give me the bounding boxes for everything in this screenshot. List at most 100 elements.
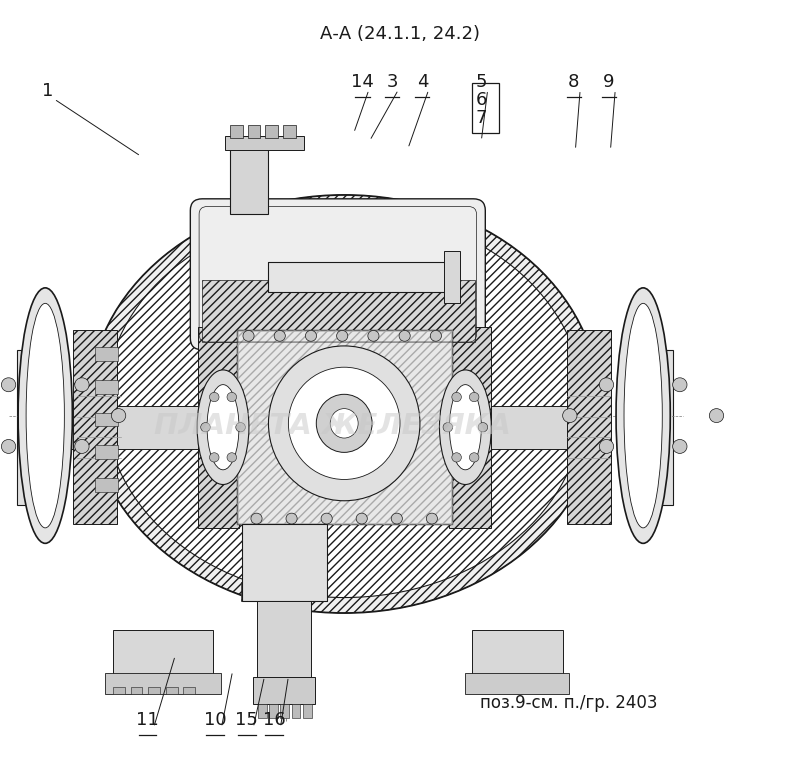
- Text: 15: 15: [235, 711, 258, 729]
- Circle shape: [2, 378, 16, 392]
- Text: А-А (24.1.1, 24.2): А-А (24.1.1, 24.2): [320, 25, 480, 43]
- Circle shape: [337, 330, 348, 341]
- Bar: [95, 479, 118, 493]
- Ellipse shape: [26, 303, 64, 528]
- Ellipse shape: [197, 370, 249, 485]
- Ellipse shape: [105, 211, 583, 598]
- Circle shape: [430, 330, 442, 341]
- Bar: [230, 125, 243, 138]
- Circle shape: [599, 440, 614, 454]
- Circle shape: [399, 330, 410, 341]
- Bar: [61, 406, 233, 449]
- Circle shape: [74, 440, 89, 454]
- Text: 3: 3: [386, 73, 398, 91]
- Circle shape: [111, 409, 126, 423]
- Circle shape: [443, 423, 453, 432]
- Circle shape: [673, 378, 687, 392]
- Bar: [183, 687, 195, 695]
- Bar: [269, 263, 448, 291]
- Ellipse shape: [89, 195, 599, 613]
- Text: 6: 6: [476, 91, 487, 109]
- Bar: [198, 326, 239, 528]
- FancyBboxPatch shape: [190, 199, 486, 350]
- Bar: [638, 350, 674, 504]
- Bar: [270, 704, 278, 717]
- Bar: [257, 601, 310, 679]
- Bar: [230, 148, 269, 214]
- Bar: [225, 136, 304, 150]
- Text: ПЛАНЕТА ЖЕЛЕЗЯКА: ПЛАНЕТА ЖЕЛЕЗЯКА: [154, 412, 510, 440]
- Text: 8: 8: [568, 73, 579, 91]
- Bar: [253, 678, 314, 705]
- Bar: [472, 82, 499, 133]
- Bar: [95, 445, 118, 459]
- Circle shape: [306, 330, 317, 341]
- Ellipse shape: [288, 368, 400, 479]
- Circle shape: [227, 453, 237, 462]
- Ellipse shape: [269, 346, 420, 500]
- Ellipse shape: [450, 385, 482, 470]
- Bar: [113, 630, 213, 675]
- Ellipse shape: [330, 409, 358, 438]
- Bar: [237, 330, 452, 524]
- Circle shape: [210, 453, 219, 462]
- Circle shape: [210, 392, 219, 402]
- Circle shape: [227, 392, 237, 402]
- Bar: [166, 687, 178, 695]
- Ellipse shape: [624, 303, 662, 528]
- Bar: [283, 125, 295, 138]
- Bar: [466, 674, 569, 695]
- Bar: [73, 330, 117, 524]
- Circle shape: [562, 409, 577, 423]
- Circle shape: [286, 513, 297, 524]
- Bar: [258, 704, 267, 717]
- Circle shape: [478, 423, 488, 432]
- Circle shape: [236, 423, 246, 432]
- Circle shape: [243, 330, 254, 341]
- Text: 1: 1: [42, 82, 54, 100]
- Circle shape: [599, 378, 614, 392]
- Circle shape: [74, 378, 89, 392]
- Bar: [302, 704, 311, 717]
- Ellipse shape: [439, 370, 491, 485]
- Bar: [105, 674, 221, 695]
- Bar: [266, 125, 278, 138]
- Text: 4: 4: [417, 73, 428, 91]
- Bar: [444, 251, 460, 303]
- Bar: [130, 687, 142, 695]
- Bar: [202, 280, 475, 342]
- Circle shape: [391, 513, 402, 524]
- Bar: [95, 347, 118, 361]
- Text: 14: 14: [351, 73, 374, 91]
- Ellipse shape: [316, 394, 372, 452]
- Text: 7: 7: [475, 109, 487, 127]
- Circle shape: [321, 513, 332, 524]
- Text: поз.9-см. п./гр. 2403: поз.9-см. п./гр. 2403: [480, 695, 658, 713]
- Bar: [95, 380, 118, 393]
- Ellipse shape: [207, 385, 239, 470]
- Bar: [567, 330, 611, 524]
- Text: 16: 16: [262, 711, 286, 729]
- Text: 5: 5: [475, 73, 487, 91]
- Circle shape: [201, 423, 210, 432]
- Bar: [148, 687, 160, 695]
- Circle shape: [470, 453, 479, 462]
- Bar: [18, 350, 54, 504]
- Circle shape: [426, 513, 438, 524]
- Circle shape: [673, 440, 687, 454]
- Text: 9: 9: [603, 73, 614, 91]
- Circle shape: [452, 392, 462, 402]
- Bar: [237, 330, 452, 524]
- Ellipse shape: [18, 287, 72, 543]
- Bar: [95, 413, 118, 427]
- Bar: [472, 630, 563, 675]
- Circle shape: [710, 409, 724, 423]
- Circle shape: [470, 392, 479, 402]
- Text: 11: 11: [136, 711, 158, 729]
- Circle shape: [452, 453, 462, 462]
- Bar: [113, 687, 125, 695]
- Bar: [452, 406, 595, 449]
- Bar: [242, 524, 327, 601]
- Bar: [281, 704, 289, 717]
- Circle shape: [356, 513, 367, 524]
